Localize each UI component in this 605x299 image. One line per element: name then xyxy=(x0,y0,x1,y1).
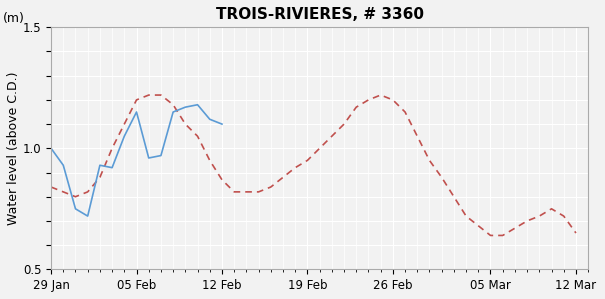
Y-axis label: Water level (above C.D.): Water level (above C.D.) xyxy=(7,71,20,225)
Title: TROIS-RIVIERES, # 3360: TROIS-RIVIERES, # 3360 xyxy=(215,7,424,22)
Text: (m): (m) xyxy=(3,12,25,25)
